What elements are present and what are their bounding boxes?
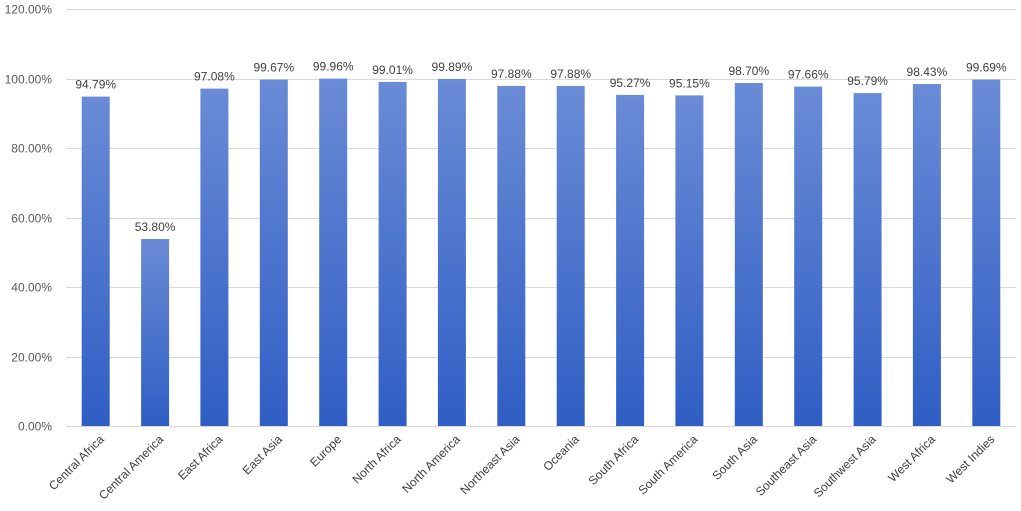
y-tick-label: 80.00% xyxy=(11,142,52,156)
x-category-label: Oceania xyxy=(540,432,582,474)
data-label: 97.88% xyxy=(491,67,532,81)
x-category-label: Central America xyxy=(96,432,166,502)
y-tick-label: 100.00% xyxy=(5,73,53,87)
data-label: 99.01% xyxy=(372,63,413,77)
bar xyxy=(794,86,823,426)
bar xyxy=(616,94,645,427)
x-category-label: East Africa xyxy=(175,432,226,483)
x-category-label: Central Africa xyxy=(46,432,107,493)
x-category-label: South Africa xyxy=(586,432,642,488)
x-category-label: North Africa xyxy=(349,432,403,486)
x-category-label: Southeast Asia xyxy=(753,432,820,499)
bar xyxy=(734,83,763,426)
data-label: 98.43% xyxy=(907,65,948,79)
data-label: 99.69% xyxy=(966,61,1007,75)
bars xyxy=(81,78,1001,427)
data-labels: 94.79% 53.80% 97.08% 99.67% 99.96% 99.01% 99.8… xyxy=(75,60,1007,234)
data-label: 53.80% xyxy=(135,220,176,234)
data-label: 97.66% xyxy=(788,68,829,82)
data-label: 95.27% xyxy=(610,76,651,90)
bar xyxy=(378,81,407,427)
bar xyxy=(497,85,526,427)
data-label: 95.79% xyxy=(847,74,888,88)
data-label: 95.15% xyxy=(669,76,710,90)
bar xyxy=(556,85,585,427)
data-label: 99.89% xyxy=(432,60,473,74)
data-label: 94.79% xyxy=(75,78,116,92)
bar xyxy=(259,79,288,426)
y-tick-label: 120.00% xyxy=(5,3,53,17)
data-label: 97.08% xyxy=(194,70,235,84)
x-category-label: North America xyxy=(399,432,463,496)
x-category-label: East Asia xyxy=(240,432,286,478)
data-label: 99.67% xyxy=(253,61,294,75)
x-category-label: South Asia xyxy=(709,432,760,483)
y-axis-tick-labels: 0.00% 20.00% 40.00% 60.00% 80.00% 100.00% 120.… xyxy=(5,3,53,434)
y-tick-label: 0.00% xyxy=(18,420,52,434)
y-tick-label: 40.00% xyxy=(11,281,52,295)
x-category-label: Southwest Asia xyxy=(811,432,879,500)
bar xyxy=(437,78,466,427)
data-label: 97.88% xyxy=(550,67,591,81)
bar xyxy=(853,93,882,426)
x-category-label: West Indies xyxy=(943,432,997,486)
bar xyxy=(675,95,704,427)
bar xyxy=(912,84,941,426)
x-category-label: South America xyxy=(635,432,700,497)
x-category-label: Europe xyxy=(307,432,344,469)
data-label: 99.96% xyxy=(313,60,354,74)
bar xyxy=(200,88,229,426)
x-category-label: Northeast Asia xyxy=(457,432,522,497)
y-tick-label: 20.00% xyxy=(11,351,52,365)
bar xyxy=(972,79,1001,426)
bar xyxy=(141,239,170,426)
data-label: 98.70% xyxy=(728,64,769,78)
x-category-label: West Africa xyxy=(885,432,938,485)
bar xyxy=(81,96,110,426)
y-tick-label: 60.00% xyxy=(11,212,52,226)
bar xyxy=(319,78,348,426)
